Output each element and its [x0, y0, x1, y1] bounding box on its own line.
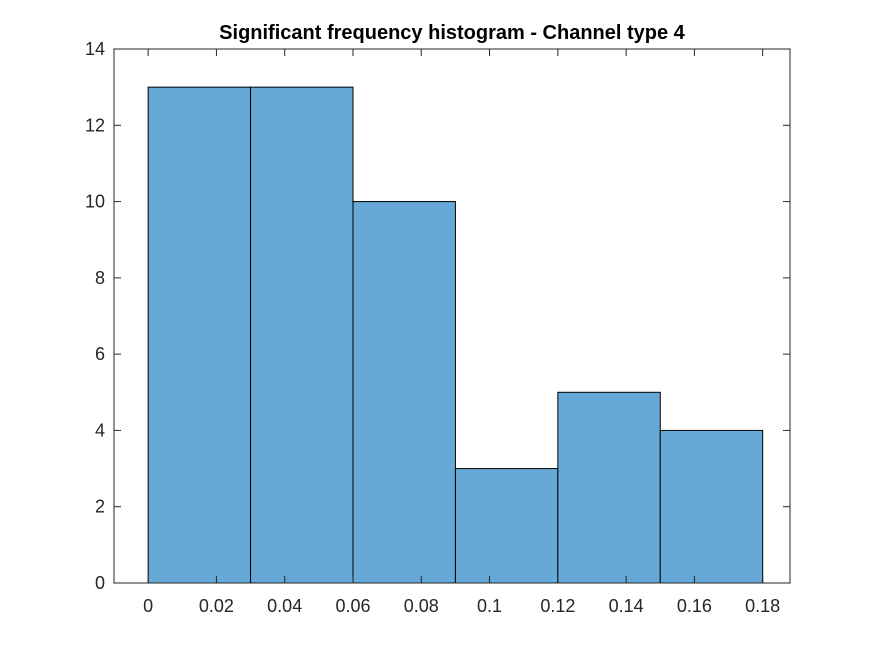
histogram-bar-5	[557, 391, 661, 584]
y-tick-label: 10	[85, 192, 105, 212]
x-axis-ticks: 0 0.02 0.04 0.06 0.08 0.1 0.12 0.14 0.16 0.18	[143, 49, 780, 616]
y-tick-label: 4	[95, 420, 105, 440]
histogram-bar-1	[147, 86, 252, 584]
y-tick-label: 12	[85, 115, 105, 135]
x-tick-label: 0.02	[199, 596, 234, 616]
histogram-bar-2	[250, 86, 354, 584]
x-tick-label: 0.06	[335, 596, 370, 616]
y-tick-label: 6	[95, 344, 105, 364]
y-tick-label: 8	[95, 268, 105, 288]
histogram-bar-3	[352, 201, 456, 584]
chart-title: Significant frequency histogram - Channe…	[219, 22, 686, 44]
x-tick-label: 0.18	[745, 596, 780, 616]
y-axis-ticks: 0 2 4 6 8 10 12 14	[85, 39, 790, 593]
y-tick-label: 0	[95, 573, 105, 593]
x-tick-label: 0	[143, 596, 153, 616]
x-tick-label: 0.08	[404, 596, 439, 616]
axes-group	[113, 48, 791, 584]
x-tick-label: 0.04	[267, 596, 302, 616]
x-tick-label: 0.16	[677, 596, 712, 616]
y-tick-label: 14	[85, 39, 105, 59]
bars-group	[147, 86, 764, 584]
x-tick-label: 0.14	[609, 596, 644, 616]
x-tick-label: 0.12	[540, 596, 575, 616]
histogram-bar-6	[659, 429, 764, 584]
x-tick-label: 0.1	[477, 596, 502, 616]
histogram-bar-4	[454, 468, 559, 584]
y-tick-label: 2	[95, 497, 105, 517]
axes-box	[113, 48, 791, 584]
